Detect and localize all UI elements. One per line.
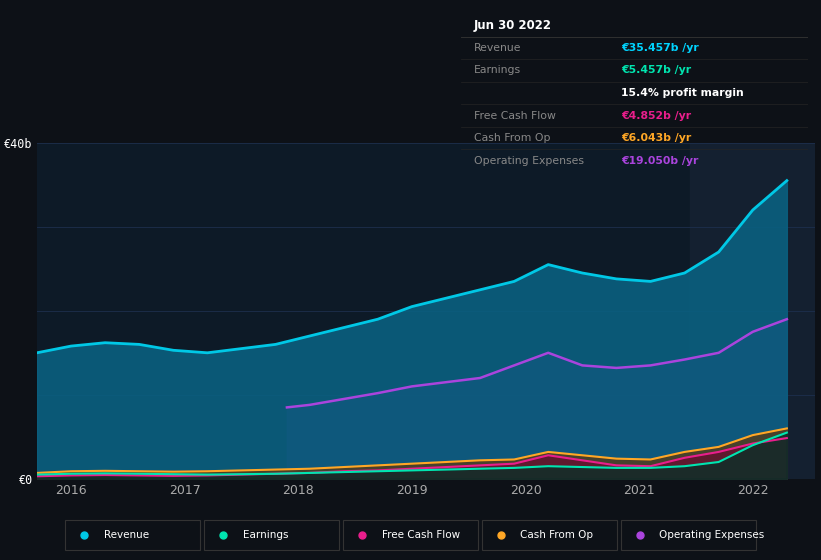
Text: Revenue: Revenue: [474, 43, 521, 53]
Text: Operating Expenses: Operating Expenses: [659, 530, 764, 540]
Text: €19.050b /yr: €19.050b /yr: [621, 156, 698, 166]
Text: €5.457b /yr: €5.457b /yr: [621, 66, 691, 76]
Text: Jun 30 2022: Jun 30 2022: [474, 19, 552, 32]
Text: Revenue: Revenue: [103, 530, 149, 540]
Bar: [690, 143, 821, 479]
Text: Free Cash Flow: Free Cash Flow: [474, 110, 555, 120]
Text: Cash From Op: Cash From Op: [474, 133, 550, 143]
Text: €35.457b /yr: €35.457b /yr: [621, 43, 699, 53]
Text: 15.4% profit margin: 15.4% profit margin: [621, 88, 744, 98]
Text: Cash From Op: Cash From Op: [521, 530, 594, 540]
Text: Free Cash Flow: Free Cash Flow: [382, 530, 460, 540]
FancyBboxPatch shape: [343, 520, 478, 550]
Text: €6.043b /yr: €6.043b /yr: [621, 133, 691, 143]
Text: Earnings: Earnings: [243, 530, 288, 540]
Text: Operating Expenses: Operating Expenses: [474, 156, 584, 166]
FancyBboxPatch shape: [482, 520, 617, 550]
FancyBboxPatch shape: [204, 520, 339, 550]
FancyBboxPatch shape: [65, 520, 200, 550]
Text: Earnings: Earnings: [474, 66, 521, 76]
FancyBboxPatch shape: [621, 520, 756, 550]
Text: €4.852b /yr: €4.852b /yr: [621, 110, 691, 120]
